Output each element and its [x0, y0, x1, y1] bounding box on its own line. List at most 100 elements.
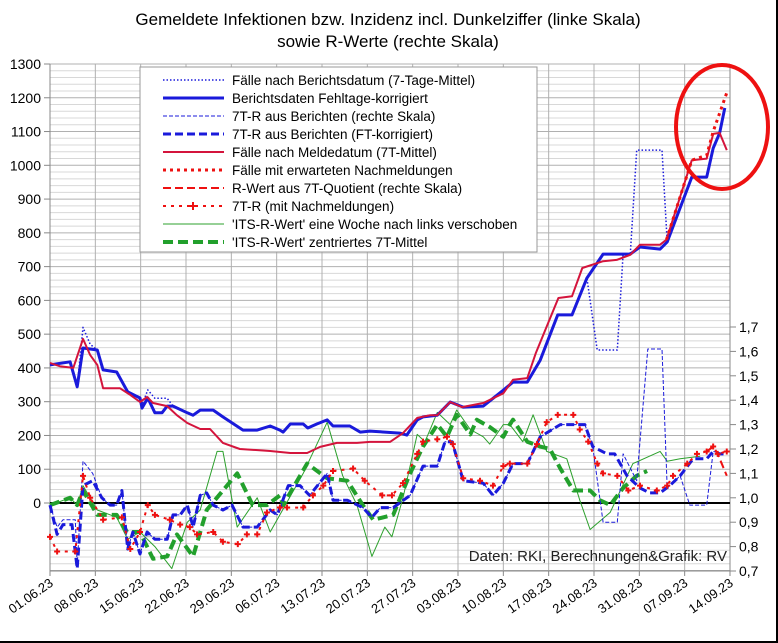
- series-5: [665, 92, 729, 241]
- data-point-marker: [614, 472, 621, 479]
- highlight-ellipse: [674, 63, 770, 191]
- x-tick-label: 03.08.23: [414, 575, 464, 616]
- credit-text: Daten: RKI, Berechnungen&Grafik: RV: [469, 548, 727, 565]
- legend-label: Fälle mit erwarteten Nachmeldungen: [232, 163, 453, 178]
- data-point-marker: [600, 470, 607, 477]
- data-point-marker: [144, 502, 151, 509]
- series-line: [49, 107, 727, 437]
- data-point-marker: [684, 460, 691, 467]
- data-point-marker: [500, 463, 507, 470]
- data-point-marker: [506, 460, 513, 467]
- data-point-marker: [300, 504, 307, 511]
- data-point-marker: [703, 448, 710, 455]
- y-right-tick-label: 0,7: [739, 563, 759, 579]
- data-point-marker: [379, 492, 386, 499]
- data-point-marker: [276, 504, 283, 511]
- data-point-marker: [570, 411, 577, 418]
- series-line: [49, 412, 648, 561]
- legend-label: 'ITS-R-Wert' eine Woche nach links versc…: [232, 217, 517, 232]
- legend-item: Fälle mit erwarteten Nachmeldungen: [163, 163, 453, 178]
- data-point-marker: [87, 494, 94, 501]
- data-point-marker: [420, 438, 427, 445]
- y-right-tick-label: 1,6: [739, 343, 759, 359]
- legend-marker: [189, 202, 197, 210]
- data-point-marker: [72, 548, 79, 555]
- series-3: [48, 423, 725, 571]
- data-point-marker: [585, 438, 592, 445]
- series-4: [49, 131, 728, 454]
- data-point-marker: [194, 531, 201, 538]
- legend-item: Berichtsdaten Fehltage-korrigiert: [163, 91, 428, 106]
- legend-label: R-Wert aus 7T-Quotient (rechte Skala): [232, 181, 462, 196]
- data-point-marker: [234, 541, 241, 548]
- data-point-marker: [636, 482, 643, 489]
- series-8: [49, 409, 701, 570]
- series-line: [49, 131, 728, 454]
- title-line-1: Gemeldete Infektionen bzw. Inzidenz incl…: [135, 10, 640, 29]
- legend-label: 7T-R aus Berichten (FT-korrigiert): [232, 127, 433, 142]
- data-point-marker: [151, 511, 158, 518]
- x-tick-label: 20.07.23: [323, 575, 373, 616]
- data-point-marker: [284, 504, 291, 511]
- y-left-tick-label: 700: [18, 259, 42, 275]
- legend-item: 7T-R (mit Nachmeldungen): [163, 199, 394, 214]
- x-tick-label: 22.06.23: [142, 575, 192, 616]
- data-point-marker: [54, 548, 61, 555]
- series-line: [49, 409, 701, 570]
- series-7: [47, 411, 730, 555]
- series-line: [48, 423, 725, 571]
- data-point-marker: [186, 524, 193, 531]
- data-point-marker: [166, 516, 173, 523]
- data-point-marker: [47, 533, 53, 540]
- y-left-tick-label: 500: [18, 326, 42, 342]
- legend-label: 'ITS-R-Wert' zentriertes 7T-Mittel: [232, 235, 427, 250]
- x-tick-label: 01.06.23: [6, 575, 56, 616]
- y-left-tick-label: 300: [18, 394, 42, 410]
- x-tick-label: 07.09.23: [640, 575, 690, 616]
- legend-label: 7T-R (mit Nachmeldungen): [232, 199, 394, 214]
- y-right-tick-label: 0,8: [739, 539, 759, 555]
- y-left-tick-label: 1000: [10, 157, 41, 173]
- data-point-marker: [80, 472, 87, 479]
- legend-label: Berichtsdaten Fehltage-korrigiert: [232, 91, 428, 106]
- series-1: [49, 107, 727, 437]
- legend-item: Fälle nach Berichtsdatum (7-Tage-Mittel): [163, 73, 475, 88]
- data-point-marker: [554, 411, 561, 418]
- series-9: [49, 412, 648, 561]
- series-line: [665, 92, 729, 241]
- y-left-tick-label: 400: [18, 360, 42, 376]
- y-right-tick-label: 1,7: [739, 319, 759, 335]
- y-right-tick-label: 0,9: [739, 514, 759, 530]
- legend: Fälle nach Berichtsdatum (7-Tage-Mittel)…: [139, 66, 538, 253]
- title-line-2: sowie R-Werte (rechte Skala): [277, 32, 499, 51]
- data-point-marker: [127, 546, 134, 553]
- y-right-tick-label: 1,4: [739, 392, 759, 408]
- x-tick-label: 06.07.23: [232, 575, 282, 616]
- data-point-marker: [714, 450, 721, 457]
- y-right-tick-label: 1,3: [739, 417, 759, 433]
- legend-item: 7T-R aus Berichten (rechte Skala): [163, 109, 435, 124]
- x-tick-label: 15.06.23: [96, 575, 146, 616]
- x-tick-label: 29.06.23: [187, 575, 237, 616]
- y-left-tick-label: 600: [18, 292, 42, 308]
- series-line: [706, 445, 728, 477]
- legend-label: Fälle nach Meldedatum (7T-Mittel): [232, 145, 437, 160]
- chart-title: Gemeldete Infektionen bzw. Inzidenz incl…: [135, 10, 640, 51]
- data-point-marker: [625, 487, 632, 494]
- data-point-marker: [543, 419, 550, 426]
- data-point-marker: [118, 514, 125, 521]
- legend-item: 'ITS-R-Wert' eine Woche nach links versc…: [163, 217, 517, 232]
- data-point-marker: [243, 531, 250, 538]
- x-tick-label: 10.08.23: [459, 575, 509, 616]
- data-point-marker: [254, 531, 261, 538]
- data-point-marker: [664, 482, 671, 489]
- data-point-marker: [330, 467, 337, 474]
- x-tick-label: 24.08.23: [550, 575, 600, 616]
- y-left-tick-label: 800: [18, 225, 42, 241]
- data-point-marker: [594, 460, 601, 467]
- data-point-marker: [449, 441, 456, 448]
- data-point-marker: [414, 450, 421, 457]
- data-point-marker: [723, 448, 730, 455]
- data-point-marker: [361, 477, 368, 484]
- data-point-marker: [443, 433, 450, 440]
